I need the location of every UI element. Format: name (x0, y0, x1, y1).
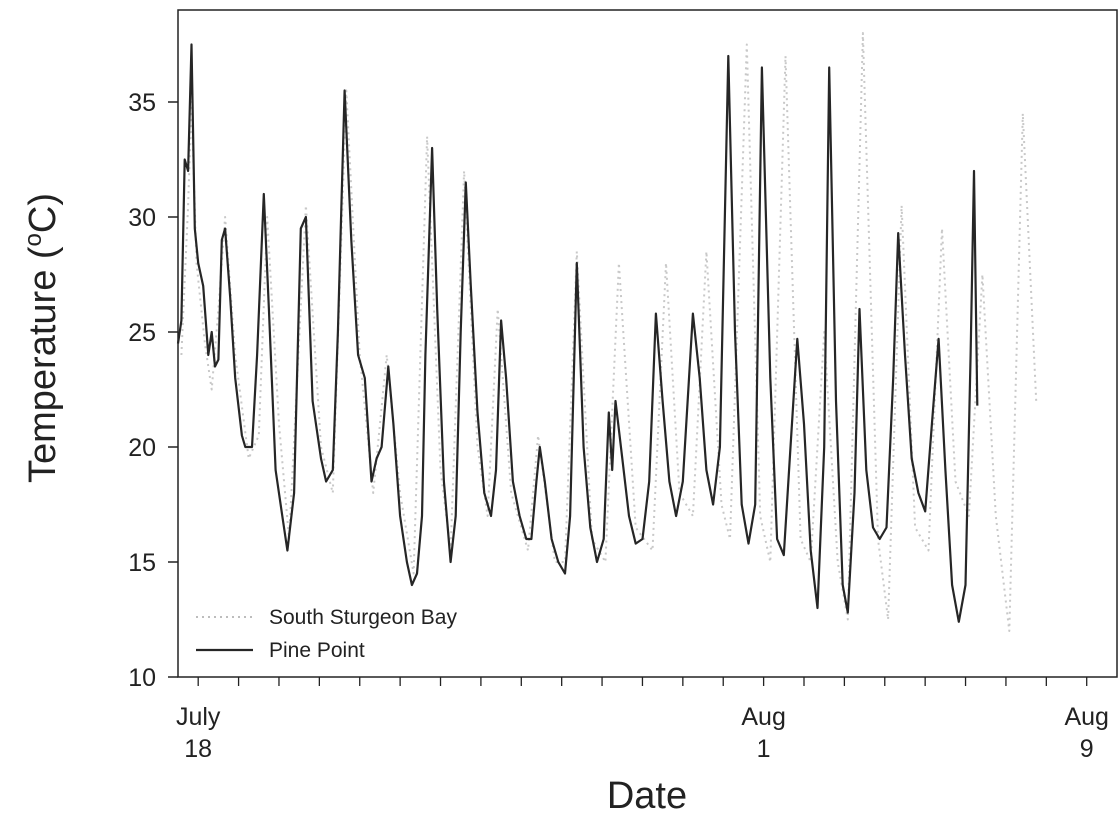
x-tick-label-line1: July (176, 703, 221, 731)
y-tick-label: 20 (128, 434, 156, 462)
y-tick-label: 10 (128, 664, 156, 692)
x-tick-label-line1: Aug (1064, 703, 1108, 731)
y-axis-title-main: Temperature ( (22, 246, 64, 483)
legend-label-south-sturgeon-bay: South Sturgeon Bay (269, 606, 457, 629)
y-tick-label: 35 (128, 89, 156, 117)
legend-label-pine-point: Pine Point (269, 639, 365, 662)
y-axis-title: Temperature (oC) (20, 193, 64, 483)
series-line-south-sturgeon-bay (180, 32, 1038, 632)
legend: South Sturgeon Bay Pine Point (196, 606, 457, 662)
x-tick-label-line2: 18 (184, 735, 212, 763)
y-tick-label: 30 (128, 204, 156, 232)
x-tick-label-line2: 1 (757, 735, 771, 763)
x-axis: July 18 Aug 1 Aug 9 (176, 677, 1109, 763)
y-tick-label: 15 (128, 549, 156, 577)
series-line-pine-point (176, 43, 979, 623)
series-layer (176, 32, 1038, 632)
y-axis-title-unit: C) (22, 193, 64, 233)
x-tick-label-line1: Aug (741, 703, 785, 731)
x-tick-label-line2: 9 (1080, 735, 1094, 763)
y-axis: 10 15 20 25 30 35 (128, 89, 178, 692)
y-axis-title-degree: o (20, 233, 47, 246)
x-axis-title: Date (607, 775, 687, 814)
y-tick-label: 25 (128, 319, 156, 347)
